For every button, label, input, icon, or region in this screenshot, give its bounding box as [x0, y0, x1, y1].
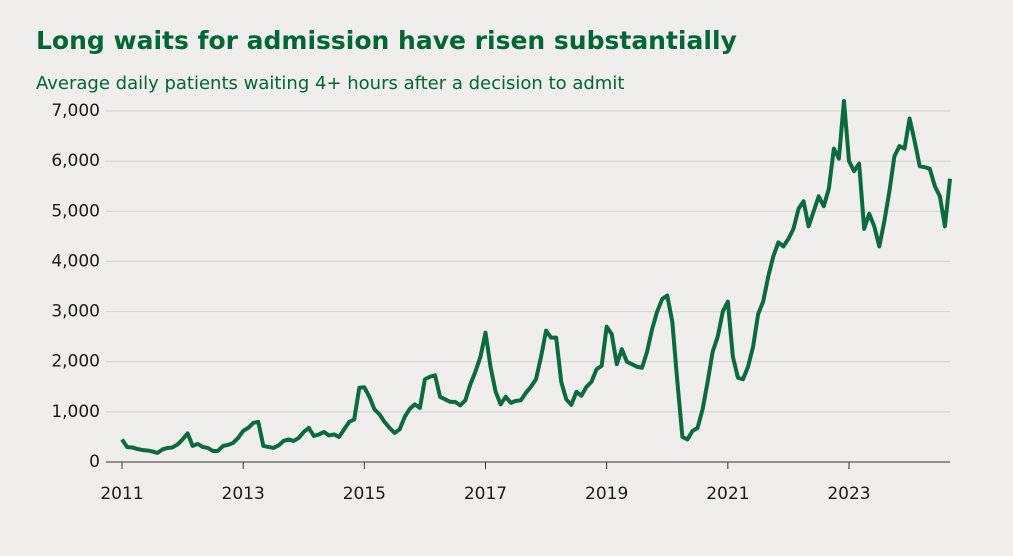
x-tick-label: 2019 [585, 484, 628, 504]
y-tick-label: 3,000 [51, 302, 100, 322]
x-tick-label: 2023 [827, 484, 870, 504]
y-tick-label: 4,000 [51, 251, 100, 271]
y-tick-label: 2,000 [51, 352, 100, 372]
series-line [120, 98, 952, 455]
x-tick-label: 2013 [222, 484, 265, 504]
y-tick-label: 5,000 [51, 201, 100, 221]
x-tick-label: 2015 [343, 484, 386, 504]
y-tick-label: 6,000 [51, 151, 100, 171]
chart-title: Long waits for admission have risen subs… [36, 26, 737, 55]
y-tick-label: 1,000 [51, 402, 100, 422]
x-tick-label: 2017 [464, 484, 507, 504]
x-tick-label: 2011 [100, 484, 143, 504]
y-tick-label: 7,000 [51, 101, 100, 121]
y-tick-label: 0 [89, 452, 100, 472]
x-tick-label: 2021 [706, 484, 749, 504]
chart-subtitle: Average daily patients waiting 4+ hours … [36, 73, 624, 94]
